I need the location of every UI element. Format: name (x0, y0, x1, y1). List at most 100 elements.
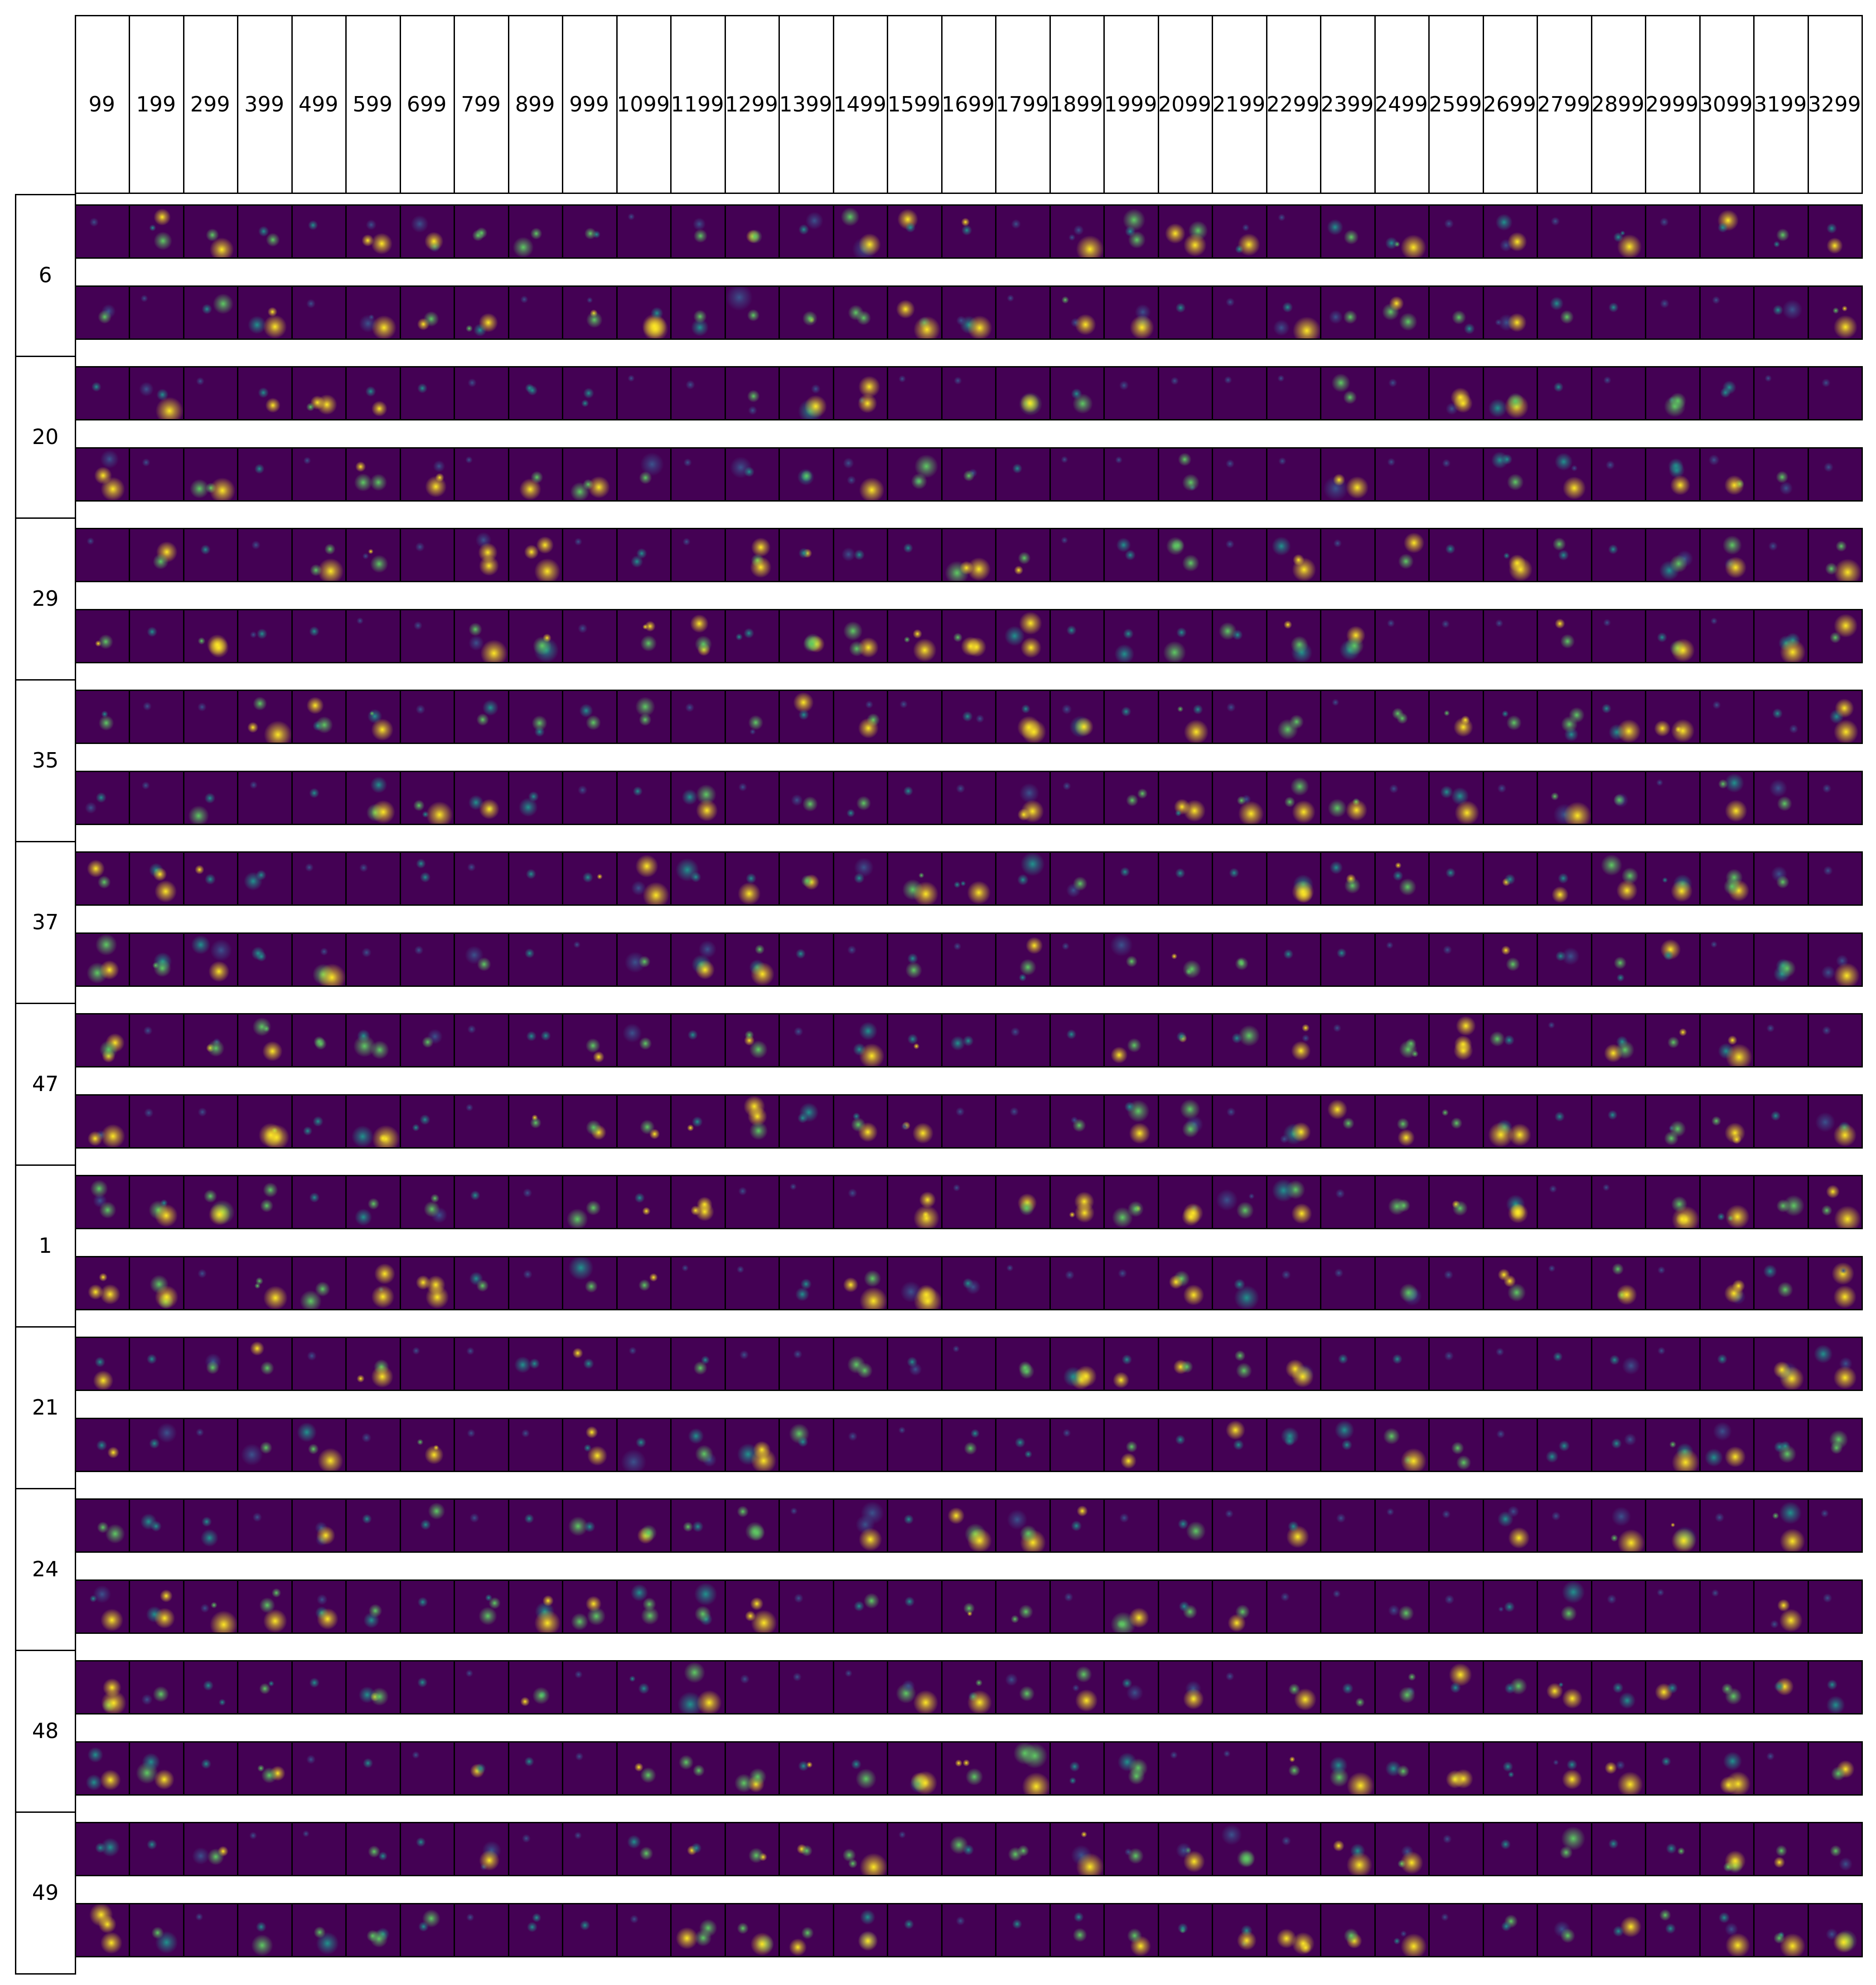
heatmap-cell (1103, 932, 1159, 987)
heatmap-cell (724, 528, 780, 582)
heatmap-cell (1049, 1579, 1105, 1634)
heatmap-cell (129, 1418, 184, 1472)
heatmap-cell (670, 1175, 726, 1229)
heatmap-cell (670, 1013, 726, 1067)
heatmap-cell (183, 1094, 239, 1149)
column-header-label: 899 (515, 92, 555, 116)
heatmap-cell (1157, 1175, 1214, 1229)
heatmap-cell (670, 1498, 726, 1553)
heatmap-cell (995, 204, 1051, 259)
heatmap-cell (75, 447, 131, 502)
heatmap-cell (291, 851, 347, 906)
column-header-label: 99 (88, 92, 116, 116)
heatmap-cell (75, 851, 131, 906)
heatmap-cell (1699, 1741, 1755, 1796)
heatmap-cell (1266, 609, 1322, 663)
heatmap-cell (75, 771, 131, 825)
heatmap-cell (291, 690, 347, 744)
heatmap-cell (778, 366, 834, 420)
heatmap-cell (941, 285, 997, 340)
column-header-label: 499 (298, 92, 338, 116)
heatmap-cell (1807, 771, 1863, 825)
heatmap-cell (1157, 1337, 1214, 1391)
column-header-label: 1999 (1104, 92, 1157, 116)
heatmap-cell (399, 1660, 455, 1715)
heatmap-cell (1537, 1579, 1592, 1634)
heatmap-cell (562, 609, 618, 663)
heatmap-cell (778, 932, 834, 987)
heatmap-cell (1807, 528, 1863, 582)
heatmap-cell (1807, 447, 1863, 502)
heatmap-cell (616, 528, 672, 582)
heatmap-cell (1266, 1903, 1322, 1957)
heatmap-cell (1157, 1256, 1214, 1310)
heatmap-cell (1157, 1903, 1214, 1957)
heatmap-cell (887, 366, 943, 420)
heatmap-cell (616, 851, 672, 906)
heatmap-cell (508, 1013, 564, 1067)
heatmap-cell (1537, 1498, 1592, 1553)
heatmap-cell (345, 1579, 401, 1634)
heatmap-cell (562, 851, 618, 906)
heatmap-cell (1645, 1094, 1701, 1149)
heatmap-cell (75, 1175, 131, 1229)
column-header-label: 1099 (617, 92, 670, 116)
heatmap-cell (1537, 447, 1592, 502)
heatmap-cell (778, 690, 834, 744)
heatmap-cell (1103, 447, 1159, 502)
heatmap-cell (778, 1013, 834, 1067)
heatmap-cell (724, 1741, 780, 1796)
heatmap-cell (183, 771, 239, 825)
heatmap-cell (941, 1337, 997, 1391)
heatmap-cell (1807, 1579, 1863, 1634)
heatmap-cell (1266, 285, 1322, 340)
column-header-label: 3199 (1754, 92, 1807, 116)
heatmap-cell (75, 1741, 131, 1796)
heatmap-cell (454, 1013, 509, 1067)
heatmap-cell (1591, 1498, 1647, 1553)
heatmap-cell (941, 1822, 997, 1876)
heatmap-cell (345, 1498, 401, 1553)
heatmap-cell (75, 690, 131, 744)
heatmap-cell (1103, 1337, 1159, 1391)
heatmap-cell (616, 1337, 672, 1391)
column-header-label: 2399 (1320, 92, 1374, 116)
heatmap-cell (1699, 1094, 1755, 1149)
heatmap-cell (1591, 1741, 1647, 1796)
heatmap-cell (562, 528, 618, 582)
heatmap-cell (562, 1094, 618, 1149)
heatmap-cell (1645, 528, 1701, 582)
heatmap-cell (941, 771, 997, 825)
heatmap-cell (237, 609, 293, 663)
heatmap-cell (1374, 851, 1430, 906)
heatmap-cell (129, 1579, 184, 1634)
heatmap-cell (291, 1660, 347, 1715)
heatmap-cell (345, 609, 401, 663)
heatmap-cell (1645, 1337, 1701, 1391)
heatmap-cell (1212, 851, 1267, 906)
row-group-label: 20 (32, 424, 59, 449)
heatmap-cell (291, 1498, 347, 1553)
heatmap-cell (562, 366, 618, 420)
heatmap-cell (1428, 1741, 1484, 1796)
heatmap-cell (183, 1822, 239, 1876)
heatmap-cell (1374, 1256, 1430, 1310)
heatmap-cell (1645, 1579, 1701, 1634)
row-group-label-box (15, 1650, 76, 1813)
heatmap-cell (1103, 771, 1159, 825)
heatmap-cell (75, 204, 131, 259)
heatmap-cell (1103, 690, 1159, 744)
heatmap-cell (508, 1094, 564, 1149)
heatmap-cell (1482, 1337, 1538, 1391)
heatmap-cell (995, 1256, 1051, 1310)
heatmap-cell (291, 447, 347, 502)
row-group-label-box (15, 1003, 76, 1166)
heatmap-cell (1807, 1418, 1863, 1472)
column-header (1266, 15, 1322, 194)
heatmap-cell (237, 204, 293, 259)
row-group-label: 49 (32, 1880, 59, 1905)
heatmap-cell (724, 1175, 780, 1229)
heatmap-cell (1320, 204, 1376, 259)
heatmap-cell (778, 1418, 834, 1472)
heatmap-cell (1753, 447, 1809, 502)
